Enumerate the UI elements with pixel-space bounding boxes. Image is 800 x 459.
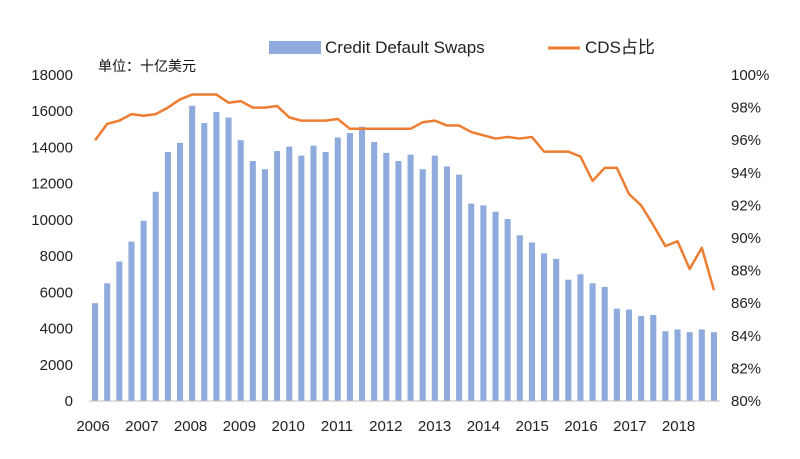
y-right-tick: 100% — [731, 67, 769, 84]
bar-29 — [443, 166, 451, 401]
y-right-tick: 92% — [731, 197, 761, 214]
bar-37 — [541, 253, 548, 401]
bar-6 — [164, 151, 171, 401]
y-right-tick: 98% — [731, 100, 761, 117]
bar-38 — [553, 258, 560, 401]
y-left-tick: 4000 — [40, 321, 73, 338]
bar-36 — [528, 242, 535, 401]
x-tick: 2015 — [516, 418, 549, 435]
left-axis-ticks: 0 2000 4000 6000 8000 10000 12000 14000 16000 180… — [31, 67, 73, 410]
x-tick: 2012 — [369, 418, 402, 435]
bar-42 — [601, 286, 608, 401]
bar-0 — [92, 303, 99, 401]
bar-20 — [334, 137, 341, 402]
legend-swatch-bars — [269, 41, 321, 54]
bar-48 — [674, 329, 681, 401]
x-tick: 2009 — [223, 418, 256, 435]
bar-35 — [516, 235, 523, 401]
bar-1 — [104, 283, 111, 401]
bar-4 — [140, 220, 147, 401]
y-left-tick: 6000 — [40, 284, 73, 301]
y-left-tick: 14000 — [31, 139, 73, 156]
bar-34 — [504, 218, 511, 401]
bar-14 — [261, 169, 268, 401]
x-tick: 2018 — [662, 418, 695, 435]
y-right-tick: 90% — [731, 230, 761, 247]
bar-7 — [176, 142, 184, 402]
unit-label: 单位：十亿美元 — [98, 59, 196, 75]
legend-label-line: CDS占比 — [585, 38, 655, 57]
bar-15 — [274, 151, 281, 401]
bar-2 — [116, 261, 123, 401]
x-tick: 2011 — [321, 418, 353, 435]
y-left-tick: 0 — [65, 393, 73, 410]
bar-32 — [480, 205, 487, 401]
bar-23 — [371, 142, 378, 401]
x-tick: 2016 — [564, 418, 597, 435]
y-left-tick: 12000 — [31, 176, 73, 193]
right-axis-ticks: 80% 82% 84% 86% 88% 90% 92% 94% 96% 98% 100% — [731, 67, 769, 410]
y-right-tick: 82% — [731, 360, 761, 377]
bar-19 — [322, 151, 329, 401]
bar-44 — [625, 309, 633, 401]
bar-21 — [346, 132, 353, 401]
bar-40 — [577, 274, 584, 401]
bar-30 — [456, 174, 463, 401]
bar-24 — [383, 152, 390, 401]
bar-3 — [128, 241, 135, 401]
bar-26 — [407, 154, 414, 401]
line-series — [94, 93, 716, 291]
y-left-tick: 10000 — [31, 212, 73, 229]
bar-25 — [395, 161, 402, 401]
bar-39 — [565, 279, 572, 401]
y-right-tick: 86% — [731, 295, 761, 312]
bar-8 — [189, 105, 196, 401]
x-axis-ticks: 2006 2007 2008 2009 2010 2011 2012 2013 2014 2015… — [76, 418, 695, 435]
y-right-tick: 94% — [731, 165, 761, 182]
bar-9 — [201, 122, 208, 402]
bar-13 — [249, 161, 256, 401]
bar-10 — [213, 112, 220, 401]
y-right-tick: 84% — [731, 328, 761, 345]
bar-16 — [286, 146, 293, 401]
legend-label-bars: Credit Default Swaps — [325, 38, 485, 57]
y-right-tick: 96% — [731, 132, 761, 149]
bar-28 — [431, 155, 438, 401]
bar-45 — [638, 315, 645, 401]
bar-47 — [662, 331, 669, 401]
bar-18 — [310, 145, 317, 401]
bar-22 — [359, 126, 366, 402]
x-tick: 2014 — [467, 418, 500, 435]
cds-share-line — [94, 93, 716, 291]
y-left-tick: 16000 — [31, 103, 73, 120]
legend: Credit Default Swaps CDS占比 — [269, 38, 655, 57]
y-right-tick: 80% — [731, 393, 761, 410]
x-tick: 2013 — [418, 418, 451, 435]
y-left-tick: 18000 — [31, 67, 73, 84]
y-left-tick: 8000 — [40, 248, 73, 265]
bar-17 — [298, 155, 305, 401]
bar-50 — [698, 329, 705, 401]
x-tick: 2010 — [272, 418, 305, 435]
bar-41 — [589, 283, 596, 401]
bar-series — [92, 105, 717, 402]
y-right-tick: 88% — [731, 263, 761, 280]
bar-12 — [237, 140, 244, 401]
bar-46 — [650, 314, 657, 401]
x-tick: 2006 — [76, 418, 109, 435]
bar-49 — [686, 332, 693, 401]
bar-5 — [152, 191, 159, 401]
x-tick: 2008 — [174, 418, 207, 435]
bar-43 — [613, 308, 620, 401]
x-tick: 2017 — [613, 418, 646, 435]
bar-31 — [468, 203, 475, 401]
bar-33 — [492, 211, 499, 401]
bar-51 — [710, 332, 717, 401]
y-left-tick: 2000 — [40, 357, 73, 374]
x-tick: 2007 — [125, 418, 158, 435]
bar-11 — [225, 117, 232, 401]
bar-27 — [419, 169, 426, 401]
